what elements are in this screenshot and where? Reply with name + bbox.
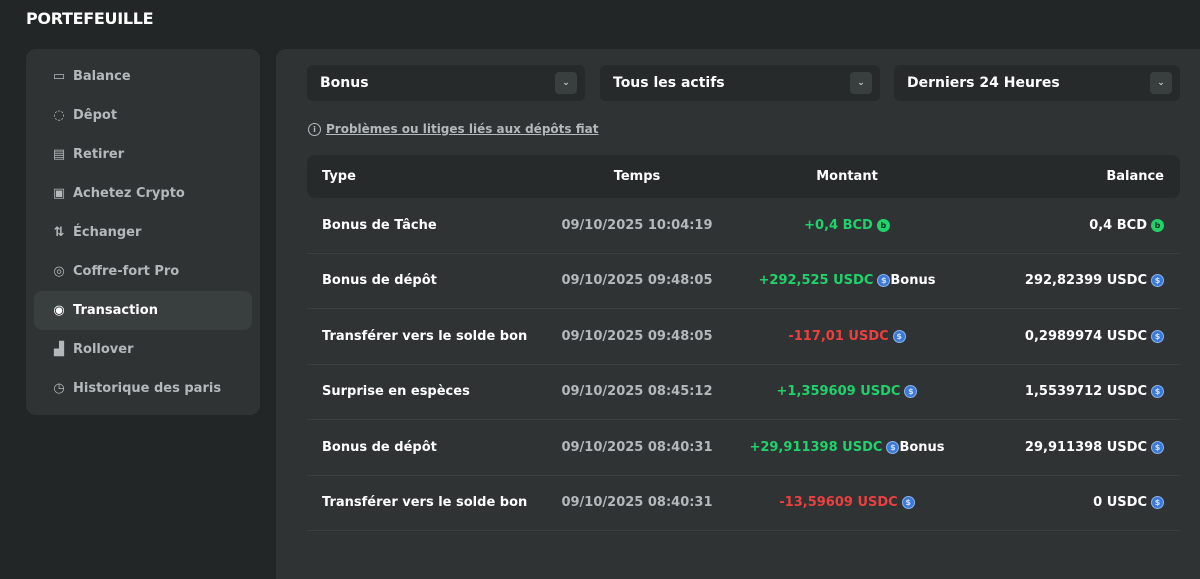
sidebar-item-label: Échanger (73, 225, 142, 240)
table-row[interactable]: Bonus de dépôt 09/10/2025 08:40:31 +29,9… (307, 420, 1180, 476)
sidebar-item-coffre-fort-pro[interactable]: ◎ Coffre-fort Pro (34, 252, 252, 291)
row-bonus-label: Bonus (899, 439, 945, 455)
row-time: 09/10/2025 08:40:31 (561, 495, 713, 511)
row-amount: +29,911398 USDC (749, 439, 883, 455)
sidebar-item-rollover[interactable]: ▟ Rollover (34, 330, 252, 369)
sidebar-item--changer[interactable]: ⇅ Échanger (34, 213, 252, 252)
header-time: Temps (613, 169, 661, 184)
row-type: Transférer vers le solde bonus (322, 328, 527, 344)
type-filter-select[interactable]: Bonus ⌄ (307, 65, 585, 101)
row-time: 09/10/2025 10:04:19 (561, 217, 713, 233)
sidebar-item-label: Balance (73, 69, 131, 84)
chart-bars-icon: ▟ (54, 342, 64, 357)
usdc-coin-icon: $ (1151, 274, 1164, 288)
row-type: Transférer vers le solde bonus (322, 495, 527, 511)
row-time: 09/10/2025 08:45:12 (561, 384, 713, 400)
bcd-coin-icon: b (876, 218, 890, 232)
row-type: Bonus de dépôt (322, 439, 437, 455)
clock-icon: ◷ (53, 381, 65, 396)
sidebar-item-label: Transaction (73, 303, 158, 318)
page-title: PORTEFEUILLE (26, 9, 154, 28)
period-filter-value: Derniers 24 Heures (907, 75, 1060, 91)
row-bonus-label: Bonus (890, 273, 936, 289)
table-header: Type Temps Montant Balance (307, 155, 1180, 198)
period-filter-select[interactable]: Derniers 24 Heures ⌄ (894, 65, 1180, 101)
row-balance: 29,911398 USDC (1024, 439, 1147, 455)
sidebar-item-label: Rollover (73, 342, 134, 357)
sidebar-item-label: Achetez Crypto (73, 186, 185, 201)
usdc-coin-icon: $ (904, 385, 918, 399)
sidebar-item-label: Retirer (73, 147, 125, 162)
usdc-coin-icon: $ (1151, 496, 1164, 510)
withdraw-icon: ▤ (52, 147, 66, 162)
table-row[interactable]: Transférer vers le solde bonus 09/10/202… (307, 309, 1180, 365)
row-amount: -13,59609 USDC (779, 495, 898, 511)
row-type: Bonus de dépôt (322, 273, 437, 289)
usdc-coin-icon: $ (877, 274, 891, 288)
asset-filter-select[interactable]: Tous les actifs ⌄ (600, 65, 880, 101)
info-icon: i (308, 122, 321, 136)
piggy-bank-icon: ◌ (53, 108, 65, 123)
usdc-coin-icon: $ (886, 440, 900, 454)
table-row[interactable]: Bonus de dépôt 09/10/2025 09:48:05 +292,… (307, 254, 1180, 309)
main-panel: Bonus ⌄ Tous les actifs ⌄ Derniers 24 Heur… (276, 49, 1200, 579)
row-amount: +1,359609 USDC (776, 384, 901, 400)
row-balance: 292,82399 USDC (1024, 273, 1147, 289)
row-amount: +292,525 USDC (758, 273, 874, 289)
type-filter-value: Bonus (320, 75, 369, 91)
asset-filter-value: Tous les actifs (613, 75, 725, 91)
header-type: Type (322, 169, 356, 184)
usdc-coin-icon: $ (901, 496, 915, 510)
chevron-down-icon: ⌄ (850, 72, 872, 94)
row-amount: +0,4 BCD (804, 217, 873, 233)
row-balance: 0,2989974 USDC (1024, 328, 1147, 344)
table-row[interactable]: Bonus de Tâche 09/10/2025 10:04:19 +0,4 … (307, 198, 1180, 254)
vault-icon: ◎ (53, 264, 65, 279)
transactions-table: Type Temps Montant Balance Bonus de Tâch… (307, 155, 1180, 531)
sidebar-item-achetez-crypto[interactable]: ▣ Achetez Crypto (34, 174, 252, 213)
table-row[interactable]: Surprise en espèces 09/10/2025 08:45:12 … (307, 365, 1180, 420)
header-balance: Balance (1106, 169, 1164, 184)
header-amount: Montant (816, 169, 878, 184)
chevron-down-icon: ⌄ (1150, 72, 1172, 94)
table-row[interactable]: Transférer vers le solde bonus 09/10/202… (307, 476, 1180, 531)
sidebar-item-d-pot[interactable]: ◌ Dêpot (34, 96, 252, 135)
wallet-icon: ▭ (52, 69, 66, 84)
row-time: 09/10/2025 09:48:05 (561, 273, 713, 289)
sidebar-item-label: Historique des paris (73, 381, 222, 396)
row-balance: 0,4 BCD (1089, 217, 1147, 233)
sidebar-item-label: Dêpot (73, 108, 118, 123)
row-time: 09/10/2025 09:48:05 (561, 328, 713, 344)
fiat-issues-link[interactable]: Problèmes ou litiges liés aux dépôts fia… (326, 122, 599, 136)
sidebar: ▭ Balance ◌ Dêpot ▤ Retirer ▣ Achetez Crypto ⇅ Éc… (26, 49, 260, 415)
usdc-coin-icon: $ (1151, 440, 1164, 454)
row-balance: 0 USDC (1093, 495, 1147, 511)
row-amount: -117,01 USDC (788, 328, 889, 344)
transaction-icon: ◉ (53, 303, 65, 318)
row-type: Surprise en espèces (322, 384, 470, 400)
usdc-coin-icon: $ (892, 329, 906, 343)
cash-icon: ▣ (52, 186, 66, 201)
swap-icon: ⇅ (53, 225, 65, 240)
sidebar-item-retirer[interactable]: ▤ Retirer (34, 135, 252, 174)
info-notice: i Problèmes ou litiges liés aux dépôts fi… (308, 122, 598, 136)
chevron-down-icon: ⌄ (555, 72, 577, 94)
row-type: Bonus de Tâche (322, 217, 437, 233)
row-time: 09/10/2025 08:40:31 (561, 439, 713, 455)
row-balance: 1,5539712 USDC (1024, 384, 1147, 400)
sidebar-item-transaction[interactable]: ◉ Transaction (34, 291, 252, 330)
sidebar-item-balance[interactable]: ▭ Balance (34, 57, 252, 96)
bcd-coin-icon: b (1151, 218, 1164, 232)
usdc-coin-icon: $ (1151, 329, 1164, 343)
usdc-coin-icon: $ (1151, 385, 1164, 399)
sidebar-item-label: Coffre-fort Pro (73, 264, 180, 279)
sidebar-item-historique-des-paris[interactable]: ◷ Historique des paris (34, 369, 252, 408)
